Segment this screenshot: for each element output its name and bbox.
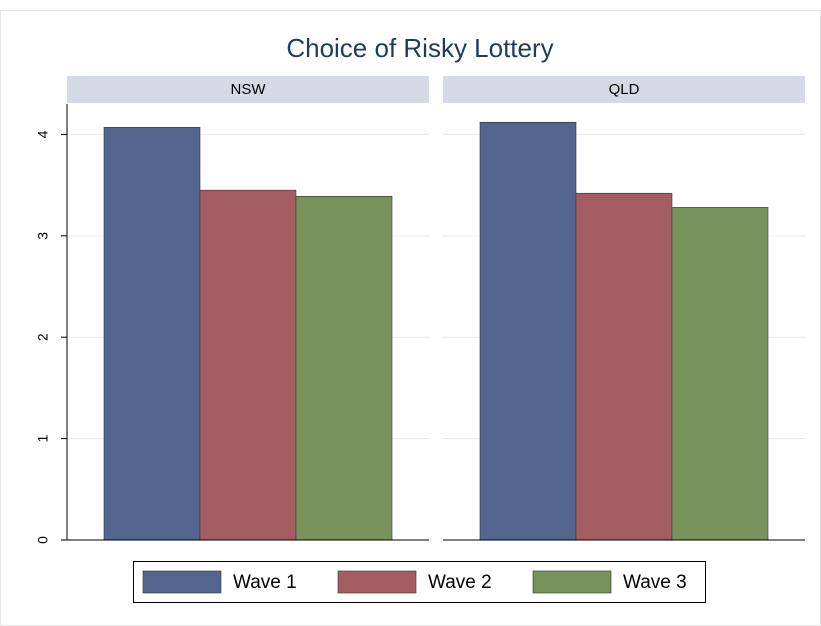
bar (479, 121, 577, 541)
panel-label: QLD (609, 81, 640, 98)
legend-swatch (532, 570, 612, 594)
panel-header (443, 76, 805, 103)
chart-title: Choice of Risky Lottery (286, 33, 553, 63)
legend-label: Wave 3 (623, 572, 687, 593)
y-tick-label: 4 (35, 130, 51, 138)
legend-swatch (142, 570, 222, 594)
panel-header (67, 76, 429, 103)
bar (671, 207, 769, 541)
y-tick-label: 1 (35, 435, 51, 443)
y-tick-label: 2 (35, 333, 51, 341)
panel-label: NSW (231, 81, 267, 98)
bar (295, 195, 393, 541)
bar (103, 127, 201, 541)
bar (575, 192, 673, 541)
legend-label: Wave 2 (428, 572, 492, 593)
legend-swatch (337, 570, 417, 594)
bar (199, 189, 297, 541)
y-tick-label: 3 (35, 232, 51, 240)
legend-label: Wave 1 (233, 572, 297, 593)
y-tick-label: 0 (35, 536, 51, 544)
